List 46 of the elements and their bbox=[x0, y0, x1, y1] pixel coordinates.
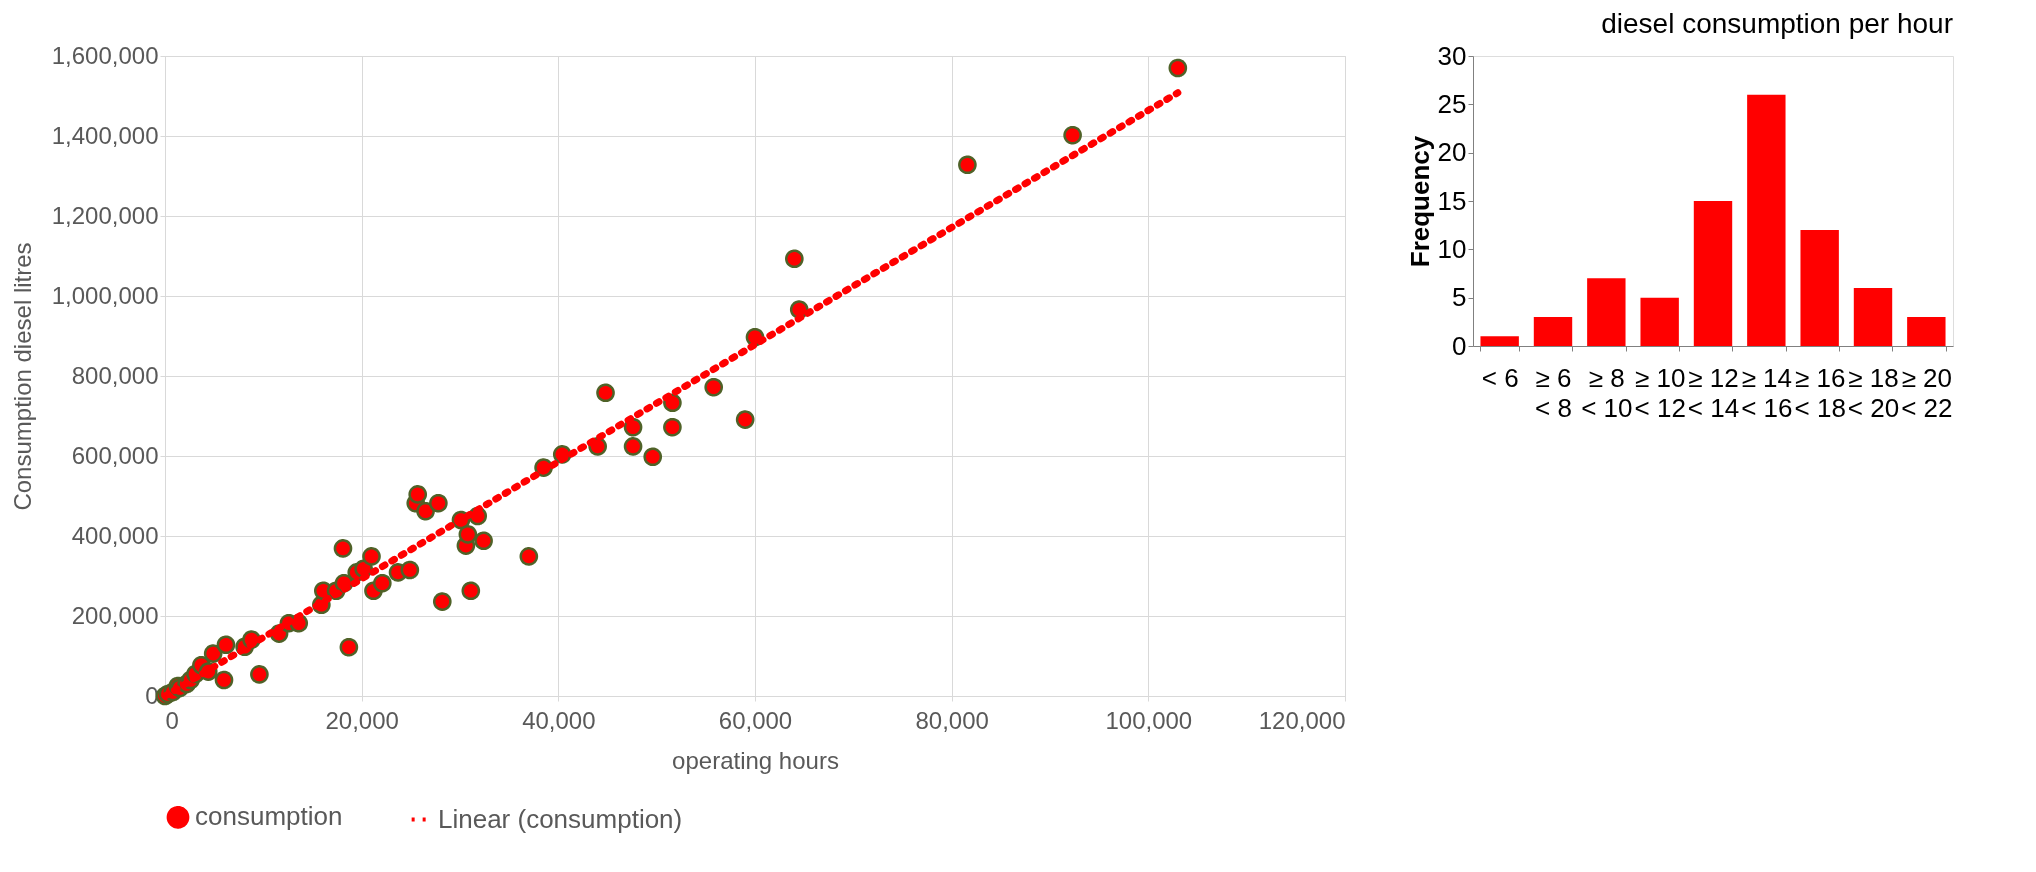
x-tick-label: 20,000 bbox=[325, 706, 399, 734]
bar bbox=[1587, 278, 1626, 346]
y-tick-label: 10 bbox=[1437, 233, 1467, 264]
y-tick-label: 0 bbox=[1452, 330, 1467, 361]
bar bbox=[1853, 288, 1893, 346]
x-tick-label: 0 bbox=[165, 706, 179, 734]
x-tick-label: 120,000 bbox=[1258, 706, 1346, 734]
y-tick-label: 600,000 bbox=[71, 441, 159, 469]
y-tick-label: 1,600,000 bbox=[51, 41, 159, 69]
x-tick-label: 60,000 bbox=[718, 706, 793, 734]
x-tick-label: ≥ 10 < 12 bbox=[1634, 362, 1686, 423]
x-tick-label: ≥ 12 < 14 bbox=[1687, 362, 1740, 423]
y-axis-title: Frequency bbox=[1404, 135, 1435, 268]
x-tick-label: ≥ 18 < 20 bbox=[1847, 362, 1900, 423]
x-tick-label: ≥ 14 < 16 bbox=[1741, 362, 1793, 423]
bar bbox=[1480, 336, 1519, 346]
x-tick-label: ≥ 6 < 8 bbox=[1535, 362, 1572, 423]
bar bbox=[1800, 230, 1839, 346]
bar bbox=[1693, 201, 1733, 346]
chart-title: diesel consumption per hour bbox=[1601, 8, 1953, 39]
y-tick-label: 200,000 bbox=[71, 601, 159, 629]
x-tick-label: ≥ 16 < 18 bbox=[1794, 362, 1846, 423]
y-tick-label: 5 bbox=[1452, 282, 1467, 313]
legend-label: consumption bbox=[195, 801, 343, 832]
y-tick-label: 400,000 bbox=[71, 521, 159, 549]
legend-label: Linear (consumption) bbox=[438, 803, 683, 834]
bar bbox=[1533, 317, 1573, 346]
x-tick-label: 80,000 bbox=[915, 706, 989, 734]
x-tick-label: 100,000 bbox=[1105, 706, 1193, 734]
y-axis-title: Consumption diesel litres bbox=[8, 242, 36, 511]
x-axis-title: operating hours bbox=[672, 746, 839, 774]
y-tick-label: 30 bbox=[1437, 40, 1467, 71]
y-tick-label: 1,000,000 bbox=[51, 281, 159, 309]
x-tick-label: ≥ 8 < 10 bbox=[1581, 362, 1633, 423]
x-tick-label: < 6 bbox=[1481, 362, 1519, 393]
bar bbox=[1640, 297, 1679, 346]
y-tick-label: 15 bbox=[1437, 185, 1467, 216]
y-tick-label: 800,000 bbox=[71, 361, 159, 389]
x-tick-label: ≥ 20 < 22 bbox=[1901, 362, 1953, 423]
bar bbox=[1907, 317, 1946, 346]
y-tick-label: 1,400,000 bbox=[51, 121, 159, 149]
x-tick-label: 40,000 bbox=[522, 706, 596, 734]
y-tick-label: 25 bbox=[1437, 88, 1467, 119]
bar bbox=[1747, 94, 1786, 346]
y-tick-label: 1,200,000 bbox=[51, 201, 159, 229]
y-tick-label: 20 bbox=[1437, 137, 1467, 168]
